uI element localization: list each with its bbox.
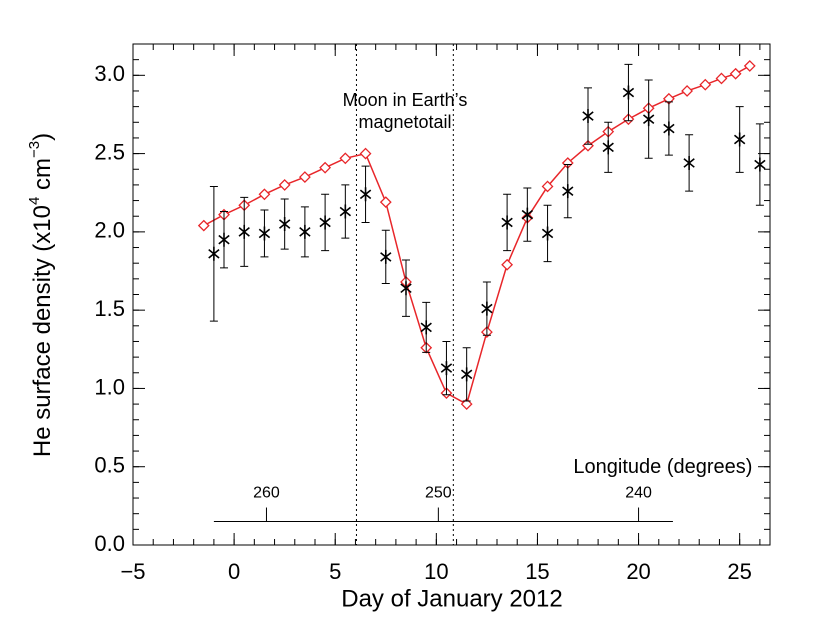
y-axis-label-part: He surface density (x10: [29, 205, 56, 457]
model-point: [699, 78, 712, 91]
model-point: [379, 196, 392, 209]
model-point: [715, 72, 728, 85]
x-tick-label: 5: [329, 559, 341, 584]
observation-point: [602, 140, 614, 155]
observation-point: [319, 215, 331, 230]
observation-point: [400, 281, 412, 296]
x-axis-label: Day of January 2012: [341, 585, 562, 612]
y-tick-label: 1.0: [94, 374, 125, 399]
observation-point: [339, 204, 352, 219]
annotation: Moon in Earth’s: [343, 90, 468, 110]
observation-point: [238, 224, 250, 239]
model-line: [203, 65, 751, 406]
y-tick-label: 1.5: [94, 296, 125, 321]
x-tick-label: −5: [120, 559, 145, 584]
observation-point: [622, 85, 635, 100]
y-axis-label-sup: 4: [26, 197, 43, 205]
model-point: [359, 147, 372, 160]
observation-point: [733, 132, 746, 147]
observation-point: [501, 215, 513, 230]
model-point: [339, 152, 352, 165]
observation-point: [208, 246, 220, 261]
x-tick-label: 15: [525, 559, 549, 584]
y-tick-label: 3.0: [94, 61, 125, 86]
model-point: [541, 180, 554, 193]
y-axis-label-part: cm: [29, 158, 56, 197]
x-tick-label: 10: [424, 559, 448, 584]
y-tick-label: 0.5: [94, 453, 125, 478]
longitude-tick-label: 250: [425, 485, 452, 502]
longitude-tick-label: 260: [253, 485, 280, 502]
model-point: [729, 67, 742, 80]
model-point: [501, 258, 514, 271]
model-point: [319, 161, 332, 174]
observation-point: [642, 112, 655, 127]
observation-point: [521, 207, 534, 222]
model-point: [258, 188, 271, 201]
observation-point: [582, 109, 594, 124]
model-point: [460, 398, 473, 411]
y-axis-label-part: ): [29, 133, 56, 141]
observation-point: [481, 301, 493, 316]
y-tick-label: 2.5: [94, 139, 125, 164]
observation-point: [683, 155, 695, 170]
observation-point: [299, 224, 311, 239]
observation-point: [359, 187, 372, 202]
observation-point: [278, 217, 291, 232]
observation-point: [541, 226, 554, 241]
observation-point: [663, 121, 675, 136]
x-tick-label: 0: [228, 559, 240, 584]
model-point: [197, 219, 210, 232]
model-point: [743, 59, 756, 72]
x-tick-label: 20: [626, 559, 650, 584]
annotation: magnetotail: [358, 112, 451, 132]
model-point: [278, 178, 291, 191]
observation-point: [218, 232, 230, 247]
observation-point: [460, 367, 473, 382]
observation-point: [562, 184, 574, 199]
observation-point: [420, 320, 432, 335]
observation-point: [754, 157, 766, 172]
model-point: [681, 85, 694, 97]
observation-point: [440, 361, 453, 376]
model-point: [298, 171, 311, 183]
observation-point: [380, 249, 392, 264]
observation-point: [258, 226, 271, 241]
y-tick-label: 2.0: [94, 218, 125, 243]
y-axis-label: He surface density (x104 cm−3): [26, 133, 56, 457]
y-tick-label: 0.0: [94, 531, 125, 556]
longitude-label: Longitude (degrees): [573, 456, 752, 478]
longitude-tick-label: 240: [625, 485, 652, 502]
y-axis-label-sup: −3: [26, 141, 43, 158]
x-tick-label: 25: [727, 559, 751, 584]
